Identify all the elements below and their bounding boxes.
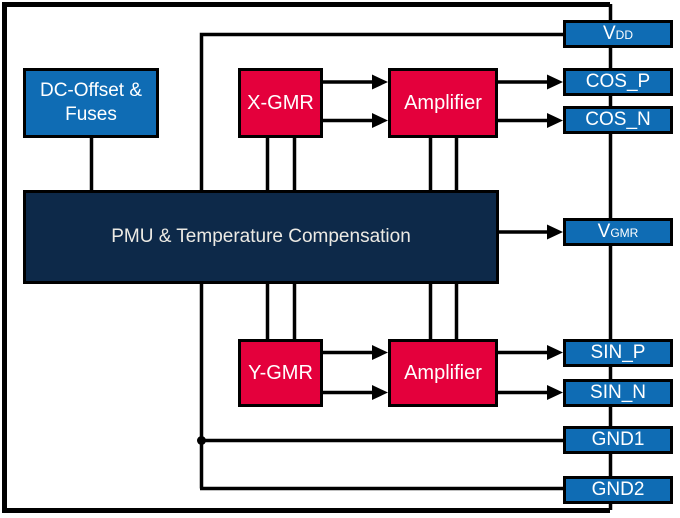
pin-sin-p-label: SIN_P: [590, 342, 646, 363]
pin-cos-p: COS_P: [563, 68, 673, 96]
y-gmr-block: Y-GMR: [238, 339, 323, 407]
arrowhead: [372, 74, 388, 90]
arrowhead: [547, 74, 563, 90]
pin-sin-p: SIN_P: [563, 339, 673, 367]
pin-vgmr-subscript: GMR: [610, 226, 639, 240]
amplifier-top-label: Amplifier: [404, 91, 482, 114]
vdd-wire: [199, 32, 563, 190]
pin-gnd1-label: GND1: [591, 429, 645, 450]
amplifier-bottom-block: Amplifier: [388, 339, 498, 407]
pin-gnd1: GND1: [563, 426, 673, 454]
arrowhead: [547, 345, 563, 360]
pin-sin-n: SIN_N: [563, 379, 673, 407]
pin-gnd2: GND2: [563, 476, 673, 504]
x-gmr-label: X-GMR: [247, 91, 314, 114]
arrowhead: [372, 345, 388, 360]
amplifier-bottom-label: Amplifier: [404, 361, 482, 384]
x-gmr-block: X-GMR: [238, 68, 323, 138]
arrowhead: [547, 113, 563, 128]
pin-gnd2-label: GND2: [591, 479, 645, 500]
supply-and-block-wires: [89, 32, 564, 491]
dc-offset-fuses-label: DC-Offset & Fuses: [40, 79, 142, 127]
pin-cos-n: COS_N: [563, 106, 673, 134]
pin-vgmr-label: V: [597, 221, 611, 242]
y-gmr-label: Y-GMR: [248, 361, 313, 384]
pin-vgmr: V GMR: [563, 218, 673, 246]
dc-offset-fuses-block: DC-Offset & Fuses: [23, 68, 159, 138]
pin-sin-n-label: SIN_N: [590, 382, 646, 403]
pmu-label: PMU & Temperature Compensation: [111, 226, 411, 248]
pin-vdd-subscript: DD: [615, 28, 634, 42]
amplifier-top-block: Amplifier: [388, 68, 498, 138]
pin-cos-p-label: COS_P: [585, 71, 651, 92]
signal-arrows: [322, 74, 563, 400]
arrowhead: [372, 385, 388, 400]
dc-offset-label-line1: DC-Offset &: [39, 80, 143, 102]
arrowhead: [547, 224, 563, 240]
dc-offset-label-line2: Fuses: [65, 104, 117, 125]
arrowhead: [547, 385, 563, 400]
pin-vdd-label: V: [602, 23, 616, 44]
pmu-temperature-compensation-block: PMU & Temperature Compensation: [23, 190, 499, 284]
chip-border: [2, 2, 610, 513]
gnd-junction-dot: [197, 436, 206, 445]
pin-vdd: V DD: [563, 20, 673, 48]
arrowhead: [372, 113, 388, 128]
pin-cos-n-label: COS_N: [585, 109, 651, 130]
